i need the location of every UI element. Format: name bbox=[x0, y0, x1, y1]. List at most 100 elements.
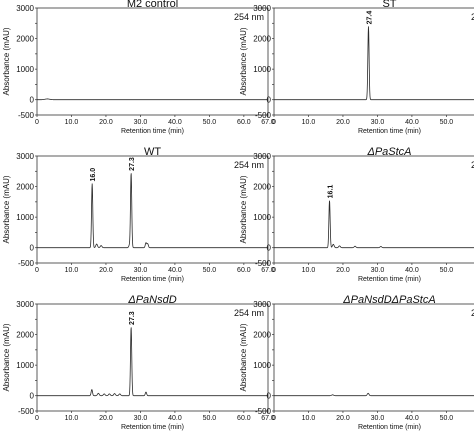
wavelength-annotation: 254 nm bbox=[471, 12, 474, 22]
peak-label: 16.1 bbox=[328, 185, 335, 199]
plot-frame bbox=[273, 7, 474, 116]
y-tick-label: 0 bbox=[30, 96, 35, 105]
y-tick-label: 2000 bbox=[253, 183, 271, 192]
wavelength-annotation: 254 nm bbox=[234, 308, 264, 318]
x-tick-label: 50.0 bbox=[440, 415, 454, 422]
plot-frame bbox=[36, 7, 269, 116]
y-tick-label: 2000 bbox=[253, 35, 271, 44]
x-tick-label: 0 bbox=[35, 119, 39, 126]
x-tick-label: 40.0 bbox=[405, 415, 419, 422]
x-tick-label: 0 bbox=[272, 415, 276, 422]
x-tick-label: 30.0 bbox=[134, 415, 148, 422]
x-tick-label: 30.0 bbox=[134, 267, 148, 274]
x-tick-label: 50.0 bbox=[440, 267, 454, 274]
x-axis-title: Retention time (min) bbox=[121, 424, 184, 431]
y-tick-label: 1000 bbox=[253, 361, 271, 370]
x-tick-label: 10.0 bbox=[65, 119, 79, 126]
panel-title: ΔPaNsdD bbox=[127, 294, 176, 306]
x-tick-label: 40.0 bbox=[405, 267, 419, 274]
y-tick-label: 3000 bbox=[253, 152, 271, 161]
y-tick-label: 3000 bbox=[16, 300, 34, 309]
y-tick-label: 3000 bbox=[253, 4, 271, 13]
x-tick-label: 50.0 bbox=[203, 267, 217, 274]
x-tick-label: 30.0 bbox=[371, 415, 385, 422]
x-tick-label: 60.0 bbox=[237, 119, 251, 126]
plot-frame bbox=[36, 155, 269, 264]
y-axis-title: Absorbance (mAU) bbox=[239, 27, 248, 95]
x-tick-label: 20.0 bbox=[336, 415, 350, 422]
x-tick-label: 10.0 bbox=[65, 415, 79, 422]
x-tick-label: 20.0 bbox=[336, 267, 350, 274]
y-tick-label: 2000 bbox=[253, 331, 271, 340]
chromatogram-trace bbox=[37, 98, 268, 101]
chromatogram-trace bbox=[274, 26, 474, 101]
y-axis-title: Absorbance (mAU) bbox=[2, 27, 11, 95]
x-axis-title: Retention time (min) bbox=[121, 128, 184, 135]
y-tick-label: 1000 bbox=[253, 65, 271, 74]
x-tick-label: 0 bbox=[35, 267, 39, 274]
x-tick-label: 60.0 bbox=[237, 267, 251, 274]
y-tick-label: -500 bbox=[255, 111, 272, 120]
plot-frame bbox=[36, 303, 269, 412]
wavelength-annotation: 254 nm bbox=[471, 308, 474, 318]
peak-label: 27.3 bbox=[129, 157, 136, 171]
x-tick-label: 30.0 bbox=[371, 119, 385, 126]
y-axis-title: Absorbance (mAU) bbox=[2, 323, 11, 391]
chromatogram-trace bbox=[37, 327, 268, 397]
peak-label: 27.4 bbox=[366, 11, 373, 25]
chart-panel-4: ΔPaStcA254 nm-5000100020003000010.020.03… bbox=[239, 146, 474, 283]
y-tick-label: -500 bbox=[18, 407, 35, 416]
x-tick-label: 10.0 bbox=[302, 415, 316, 422]
x-tick-label: 40.0 bbox=[405, 119, 419, 126]
x-tick-label: 20.0 bbox=[336, 119, 350, 126]
chromatogram-trace bbox=[274, 200, 474, 249]
y-tick-label: 0 bbox=[267, 392, 272, 401]
x-tick-label: 0 bbox=[35, 415, 39, 422]
x-tick-label: 30.0 bbox=[371, 267, 385, 274]
plot-frame bbox=[273, 303, 474, 412]
x-tick-label: 40.0 bbox=[168, 267, 182, 274]
x-tick-label: 20.0 bbox=[99, 267, 113, 274]
y-tick-label: -500 bbox=[18, 111, 35, 120]
y-tick-label: 3000 bbox=[253, 300, 271, 309]
x-tick-label: 50.0 bbox=[203, 415, 217, 422]
y-tick-label: -500 bbox=[255, 259, 272, 268]
y-tick-label: 2000 bbox=[16, 35, 34, 44]
wavelength-annotation: 254 nm bbox=[234, 160, 264, 170]
wavelength-annotation: 254 nm bbox=[471, 160, 474, 170]
x-tick-label: 60.0 bbox=[237, 415, 251, 422]
x-axis-title: Retention time (min) bbox=[358, 128, 421, 135]
x-axis-title: Retention time (min) bbox=[358, 424, 421, 431]
x-tick-label: 0 bbox=[272, 119, 276, 126]
y-tick-label: 2000 bbox=[16, 183, 34, 192]
x-tick-label: 67.0 bbox=[261, 415, 275, 422]
y-tick-label: 3000 bbox=[16, 152, 34, 161]
y-tick-label: 0 bbox=[267, 244, 272, 253]
panel-title: ΔPaStcA bbox=[366, 146, 411, 158]
y-tick-label: 1000 bbox=[16, 361, 34, 370]
x-tick-label: 50.0 bbox=[203, 119, 217, 126]
x-tick-label: 50.0 bbox=[440, 119, 454, 126]
y-tick-label: 3000 bbox=[16, 4, 34, 13]
y-tick-label: 0 bbox=[30, 244, 35, 253]
y-tick-label: 1000 bbox=[16, 65, 34, 74]
x-axis-title: Retention time (min) bbox=[358, 276, 421, 283]
y-tick-label: 2000 bbox=[16, 331, 34, 340]
x-tick-label: 67.0 bbox=[261, 267, 275, 274]
x-tick-label: 20.0 bbox=[99, 119, 113, 126]
chart-panel-6: ΔPaNsdDΔPaStcA254 nm-5000100020003000010… bbox=[239, 294, 474, 431]
panel-title: ST bbox=[382, 0, 396, 10]
x-tick-label: 40.0 bbox=[168, 119, 182, 126]
y-tick-label: 1000 bbox=[253, 213, 271, 222]
panel-title: M2 control bbox=[127, 0, 178, 10]
x-tick-label: 10.0 bbox=[302, 267, 316, 274]
x-axis-title: Retention time (min) bbox=[121, 276, 184, 283]
x-tick-label: 40.0 bbox=[168, 415, 182, 422]
y-axis-title: Absorbance (mAU) bbox=[2, 175, 11, 243]
y-axis-title: Absorbance (mAU) bbox=[239, 175, 248, 243]
y-tick-label: 0 bbox=[267, 96, 272, 105]
x-tick-label: 0 bbox=[272, 267, 276, 274]
